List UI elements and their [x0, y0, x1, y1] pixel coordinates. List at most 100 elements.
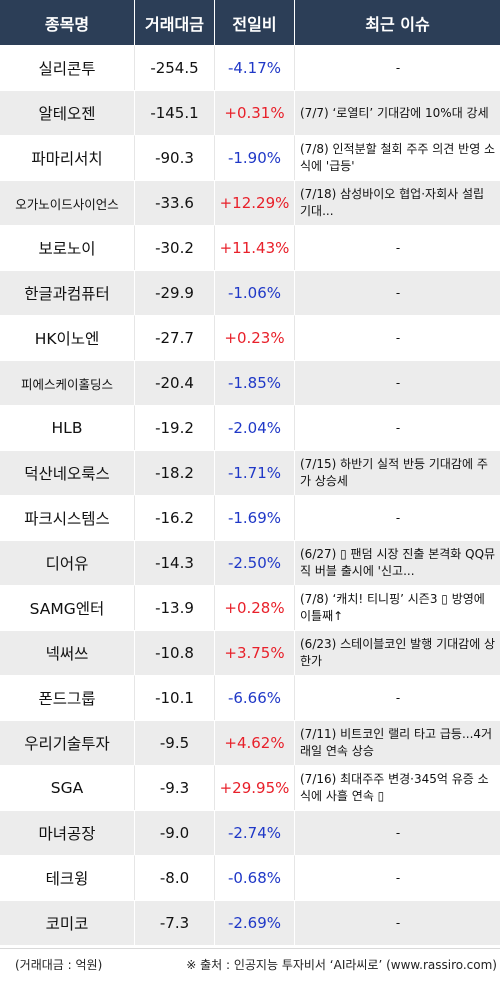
daily-change: +11.43% [215, 225, 295, 270]
trading-volume: -33.6 [135, 180, 215, 225]
table-row: 파크시스템스 -16.2 -1.69% - [0, 495, 500, 540]
recent-issue: - [295, 675, 500, 720]
daily-change: +3.75% [215, 630, 295, 675]
trading-volume: -145.1 [135, 90, 215, 135]
daily-change: -1.69% [215, 495, 295, 540]
trading-volume: -16.2 [135, 495, 215, 540]
recent-issue: (7/8) 인적분할 철회 주주 의견 반영 소식에 '급등' [295, 135, 500, 180]
trading-volume: -90.3 [135, 135, 215, 180]
table-row: 우리기술투자 -9.5 +4.62% (7/11) 비트코인 랠리 타고 급등...4… [0, 720, 500, 765]
stock-name: 파크시스템스 [0, 495, 135, 540]
trading-volume: -254.5 [135, 45, 215, 90]
trading-volume: -8.0 [135, 855, 215, 900]
stock-name: 알테오젠 [0, 90, 135, 135]
recent-issue: (7/18) 삼성바이오 협업·자회사 설립 기대... [295, 180, 500, 225]
trading-volume: -27.7 [135, 315, 215, 360]
stock-name: 한글과컴퓨터 [0, 270, 135, 315]
header-stock-name: 종목명 [0, 0, 135, 45]
recent-issue: - [295, 270, 500, 315]
recent-issue: (7/7) ‘로열티’ 기대감에 10%대 강세 [295, 90, 500, 135]
table-body: 실리콘투 -254.5 -4.17% - 알테오젠 -145.1 +0.31% (7/7) ‘… [0, 45, 500, 945]
recent-issue: - [295, 495, 500, 540]
stock-name: HK이노엔 [0, 315, 135, 360]
daily-change: +0.31% [215, 90, 295, 135]
table-row: SAMG엔터 -13.9 +0.28% (7/8) ‘캐치! 티니핑’ 시즌3 ▯ 방… [0, 585, 500, 630]
recent-issue: - [295, 315, 500, 360]
stock-name: 폰드그룹 [0, 675, 135, 720]
header-trading-volume: 거래대금 [135, 0, 215, 45]
table-row: 테크윙 -8.0 -0.68% - [0, 855, 500, 900]
daily-change: -2.74% [215, 810, 295, 855]
stock-name: 테크윙 [0, 855, 135, 900]
trading-volume: -30.2 [135, 225, 215, 270]
stock-name: 넥써쓰 [0, 630, 135, 675]
stock-name: HLB [0, 405, 135, 450]
stock-name: SGA [0, 765, 135, 810]
daily-change: -2.50% [215, 540, 295, 585]
stock-table: 종목명 거래대금 전일비 최근 이슈 실리콘투 -254.5 -4.17% - 알테오젠… [0, 0, 500, 945]
table-row: HLB -19.2 -2.04% - [0, 405, 500, 450]
trading-volume: -18.2 [135, 450, 215, 495]
recent-issue: - [295, 225, 500, 270]
daily-change: +0.28% [215, 585, 295, 630]
table-row: 파마리서치 -90.3 -1.90% (7/8) 인적분할 철회 주주 의견 반영 소… [0, 135, 500, 180]
recent-issue: (7/8) ‘캐치! 티니핑’ 시즌3 ▯ 방영에 이틀째↑ [295, 585, 500, 630]
daily-change: +29.95% [215, 765, 295, 810]
recent-issue: (7/16) 최대주주 변경·345억 유증 소식에 사흘 연속 ▯ [295, 765, 500, 810]
trading-volume: -7.3 [135, 900, 215, 945]
trading-volume: -13.9 [135, 585, 215, 630]
table-row: 보로노이 -30.2 +11.43% - [0, 225, 500, 270]
stock-name: 피에스케이홀딩스 [0, 360, 135, 405]
recent-issue: - [295, 360, 500, 405]
daily-change: +0.23% [215, 315, 295, 360]
table-row: 덕산네오룩스 -18.2 -1.71% (7/15) 하반기 실적 반등 기대감에 주… [0, 450, 500, 495]
recent-issue: - [295, 45, 500, 90]
unit-note: (거래대금 : 억원) [15, 958, 103, 972]
trading-volume: -29.9 [135, 270, 215, 315]
recent-issue: (7/15) 하반기 실적 반등 기대감에 주가 상승세 [295, 450, 500, 495]
stock-name: 파마리서치 [0, 135, 135, 180]
daily-change: -1.06% [215, 270, 295, 315]
table-row: 마녀공장 -9.0 -2.74% - [0, 810, 500, 855]
header-daily-change: 전일비 [215, 0, 295, 45]
table-row: 코미코 -7.3 -2.69% - [0, 900, 500, 945]
table-row: 실리콘투 -254.5 -4.17% - [0, 45, 500, 90]
daily-change: -0.68% [215, 855, 295, 900]
table-row: 디어유 -14.3 -2.50% (6/27) ▯ 팬덤 시장 진출 본격화 QQ뮤직… [0, 540, 500, 585]
table-row: 알테오젠 -145.1 +0.31% (7/7) ‘로열티’ 기대감에 10%대 강세 [0, 90, 500, 135]
daily-change: -4.17% [215, 45, 295, 90]
daily-change: +12.29% [215, 180, 295, 225]
daily-change: -2.04% [215, 405, 295, 450]
stock-name: 디어유 [0, 540, 135, 585]
table-row: 넥써쓰 -10.8 +3.75% (6/23) 스테이블코인 발행 기대감에 상한가 [0, 630, 500, 675]
trading-volume: -20.4 [135, 360, 215, 405]
table-row: 피에스케이홀딩스 -20.4 -1.85% - [0, 360, 500, 405]
stock-name: SAMG엔터 [0, 585, 135, 630]
stock-name: 보로노이 [0, 225, 135, 270]
recent-issue: (7/11) 비트코인 랠리 타고 급등...4거래일 연속 상승 [295, 720, 500, 765]
stock-name: 코미코 [0, 900, 135, 945]
trading-volume: -19.2 [135, 405, 215, 450]
daily-change: -6.66% [215, 675, 295, 720]
recent-issue: - [295, 405, 500, 450]
daily-change: -1.90% [215, 135, 295, 180]
recent-issue: - [295, 810, 500, 855]
footer: (거래대금 : 억원) ※ 출처 : 인공지능 투자비서 ‘AI라씨로’ (ww… [0, 952, 500, 976]
trading-volume: -14.3 [135, 540, 215, 585]
stock-name: 실리콘투 [0, 45, 135, 90]
trading-volume: -9.5 [135, 720, 215, 765]
table-header-row: 종목명 거래대금 전일비 최근 이슈 [0, 0, 500, 45]
recent-issue: (6/23) 스테이블코인 발행 기대감에 상한가 [295, 630, 500, 675]
table-row: HK이노엔 -27.7 +0.23% - [0, 315, 500, 360]
recent-issue: - [295, 855, 500, 900]
daily-change: +4.62% [215, 720, 295, 765]
table-row: 한글과컴퓨터 -29.9 -1.06% - [0, 270, 500, 315]
trading-volume: -10.1 [135, 675, 215, 720]
daily-change: -1.71% [215, 450, 295, 495]
trading-volume: -10.8 [135, 630, 215, 675]
stock-name: 덕산네오룩스 [0, 450, 135, 495]
stock-name: 마녀공장 [0, 810, 135, 855]
trading-volume: -9.0 [135, 810, 215, 855]
daily-change: -1.85% [215, 360, 295, 405]
trading-volume: -9.3 [135, 765, 215, 810]
